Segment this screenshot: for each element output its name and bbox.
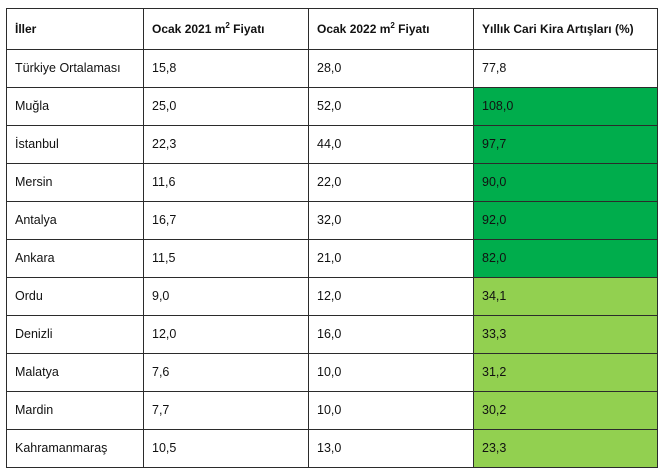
table-header-row: İller Ocak 2021 m2 Fiyatı Ocak 2022 m2 F… — [6, 8, 658, 50]
table-row: Ankara 11,5 21,0 82,0 — [6, 239, 658, 278]
header-price-2022: Ocak 2022 m2 Fiyatı — [308, 8, 474, 50]
cell-city: Kahramanmaraş — [6, 429, 144, 468]
table-row: Mersin 11,6 22,0 90,0 — [6, 163, 658, 202]
cell-price-2022: 32,0 — [308, 201, 474, 240]
cell-price-2021: 12,0 — [143, 315, 309, 354]
table-row: Kahramanmaraş 10,5 13,0 23,3 — [6, 429, 658, 468]
cell-price-2021: 7,6 — [143, 353, 309, 392]
header-rent-increase-label: Yıllık Cari Kira Artışları (%) — [482, 22, 634, 36]
cell-city: Denizli — [6, 315, 144, 354]
header-price-2021-suffix: Fiyatı — [229, 22, 265, 36]
cell-price-2021: 11,6 — [143, 163, 309, 202]
cell-price-2021: 9,0 — [143, 277, 309, 316]
table-row: İstanbul 22,3 44,0 97,7 — [6, 125, 658, 164]
table-row: Türkiye Ortalaması 15,8 28,0 77,8 — [6, 49, 658, 88]
cell-price-2021: 25,0 — [143, 87, 309, 126]
header-rent-increase: Yıllık Cari Kira Artışları (%) — [473, 8, 658, 50]
cell-rent-increase: 31,2 — [473, 353, 658, 392]
header-city: İller — [6, 8, 144, 50]
header-price-2022-suffix: Fiyatı — [394, 22, 430, 36]
cell-city: Türkiye Ortalaması — [6, 49, 144, 88]
table-row: Denizli 12,0 16,0 33,3 — [6, 315, 658, 354]
cell-rent-increase: 97,7 — [473, 125, 658, 164]
cell-price-2022: 13,0 — [308, 429, 474, 468]
cell-price-2021: 7,7 — [143, 391, 309, 430]
rent-price-table: İller Ocak 2021 m2 Fiyatı Ocak 2022 m2 F… — [6, 8, 658, 468]
table-row: Antalya 16,7 32,0 92,0 — [6, 201, 658, 240]
cell-price-2022: 10,0 — [308, 391, 474, 430]
cell-price-2022: 21,0 — [308, 239, 474, 278]
cell-price-2022: 10,0 — [308, 353, 474, 392]
cell-city: İstanbul — [6, 125, 144, 164]
cell-price-2021: 11,5 — [143, 239, 309, 278]
table-row: Malatya 7,6 10,0 31,2 — [6, 353, 658, 392]
cell-price-2021: 15,8 — [143, 49, 309, 88]
table-row: Mardin 7,7 10,0 30,2 — [6, 391, 658, 430]
table-row: Muğla 25,0 52,0 108,0 — [6, 87, 658, 126]
cell-price-2022: 22,0 — [308, 163, 474, 202]
header-city-label: İller — [15, 22, 37, 36]
cell-rent-increase: 82,0 — [473, 239, 658, 278]
cell-city: Muğla — [6, 87, 144, 126]
cell-city: Mardin — [6, 391, 144, 430]
cell-price-2022: 52,0 — [308, 87, 474, 126]
header-price-2022-prefix: Ocak 2022 m — [317, 22, 391, 36]
cell-rent-increase: 77,8 — [473, 49, 658, 88]
table-body: Türkiye Ortalaması 15,8 28,0 77,8 Muğla 25,0 5… — [6, 49, 658, 468]
cell-city: Malatya — [6, 353, 144, 392]
cell-price-2021: 16,7 — [143, 201, 309, 240]
cell-price-2022: 16,0 — [308, 315, 474, 354]
cell-price-2022: 12,0 — [308, 277, 474, 316]
cell-rent-increase: 23,3 — [473, 429, 658, 468]
header-price-2021-prefix: Ocak 2021 m — [152, 22, 226, 36]
cell-city: Mersin — [6, 163, 144, 202]
header-price-2021: Ocak 2021 m2 Fiyatı — [143, 8, 309, 50]
cell-price-2021: 22,3 — [143, 125, 309, 164]
cell-city: Ankara — [6, 239, 144, 278]
cell-rent-increase: 90,0 — [473, 163, 658, 202]
cell-rent-increase: 30,2 — [473, 391, 658, 430]
header-price-2021-superscript: 2 — [225, 21, 230, 30]
cell-rent-increase: 33,3 — [473, 315, 658, 354]
cell-price-2022: 44,0 — [308, 125, 474, 164]
header-price-2022-superscript: 2 — [390, 21, 395, 30]
cell-rent-increase: 92,0 — [473, 201, 658, 240]
cell-rent-increase: 108,0 — [473, 87, 658, 126]
cell-price-2022: 28,0 — [308, 49, 474, 88]
cell-rent-increase: 34,1 — [473, 277, 658, 316]
cell-price-2021: 10,5 — [143, 429, 309, 468]
table-row: Ordu 9,0 12,0 34,1 — [6, 277, 658, 316]
cell-city: Ordu — [6, 277, 144, 316]
cell-city: Antalya — [6, 201, 144, 240]
